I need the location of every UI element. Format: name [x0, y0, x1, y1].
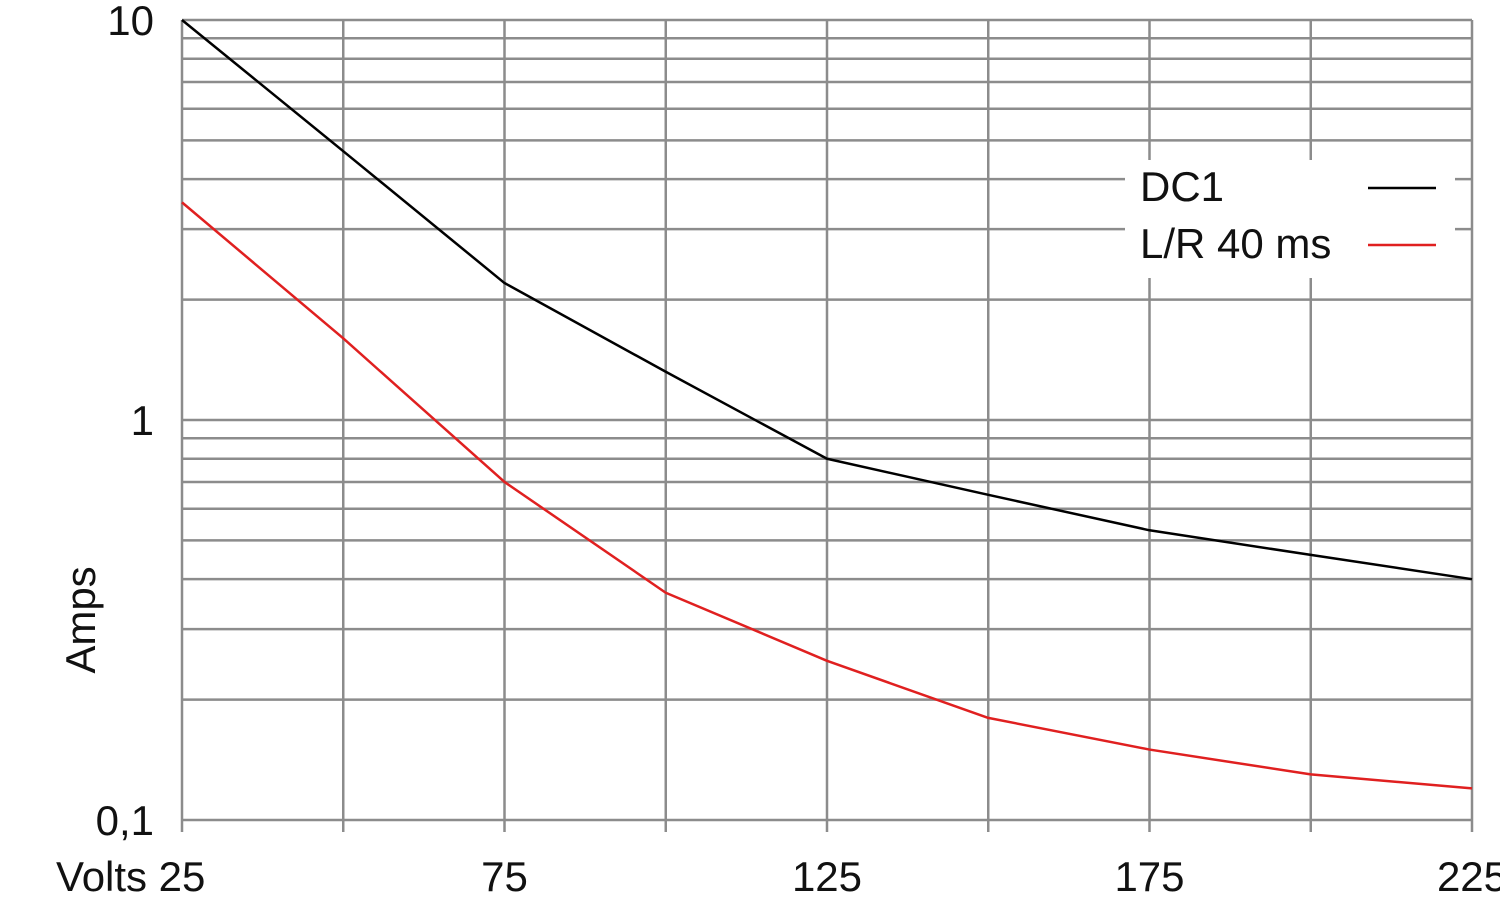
y-tick-label: 1 [131, 397, 154, 444]
y-axis-label: Amps [57, 566, 104, 673]
legend-label: L/R 40 ms [1140, 220, 1331, 267]
legend-box [1125, 160, 1455, 278]
y-tick-label: 10 [107, 0, 154, 44]
y-tick-label: 0,1 [96, 797, 154, 844]
legend-label: DC1 [1140, 163, 1224, 210]
x-tick-label: 75 [481, 853, 528, 900]
x-axis-label: Volts [56, 853, 147, 900]
data-line [181, 201, 1473, 790]
x-tick-label: 225 [1437, 853, 1500, 900]
x-tick-label: 175 [1114, 853, 1184, 900]
data-line [181, 19, 1473, 581]
x-tick-label: 125 [792, 853, 862, 900]
x-tick-label: 25 [159, 853, 206, 900]
